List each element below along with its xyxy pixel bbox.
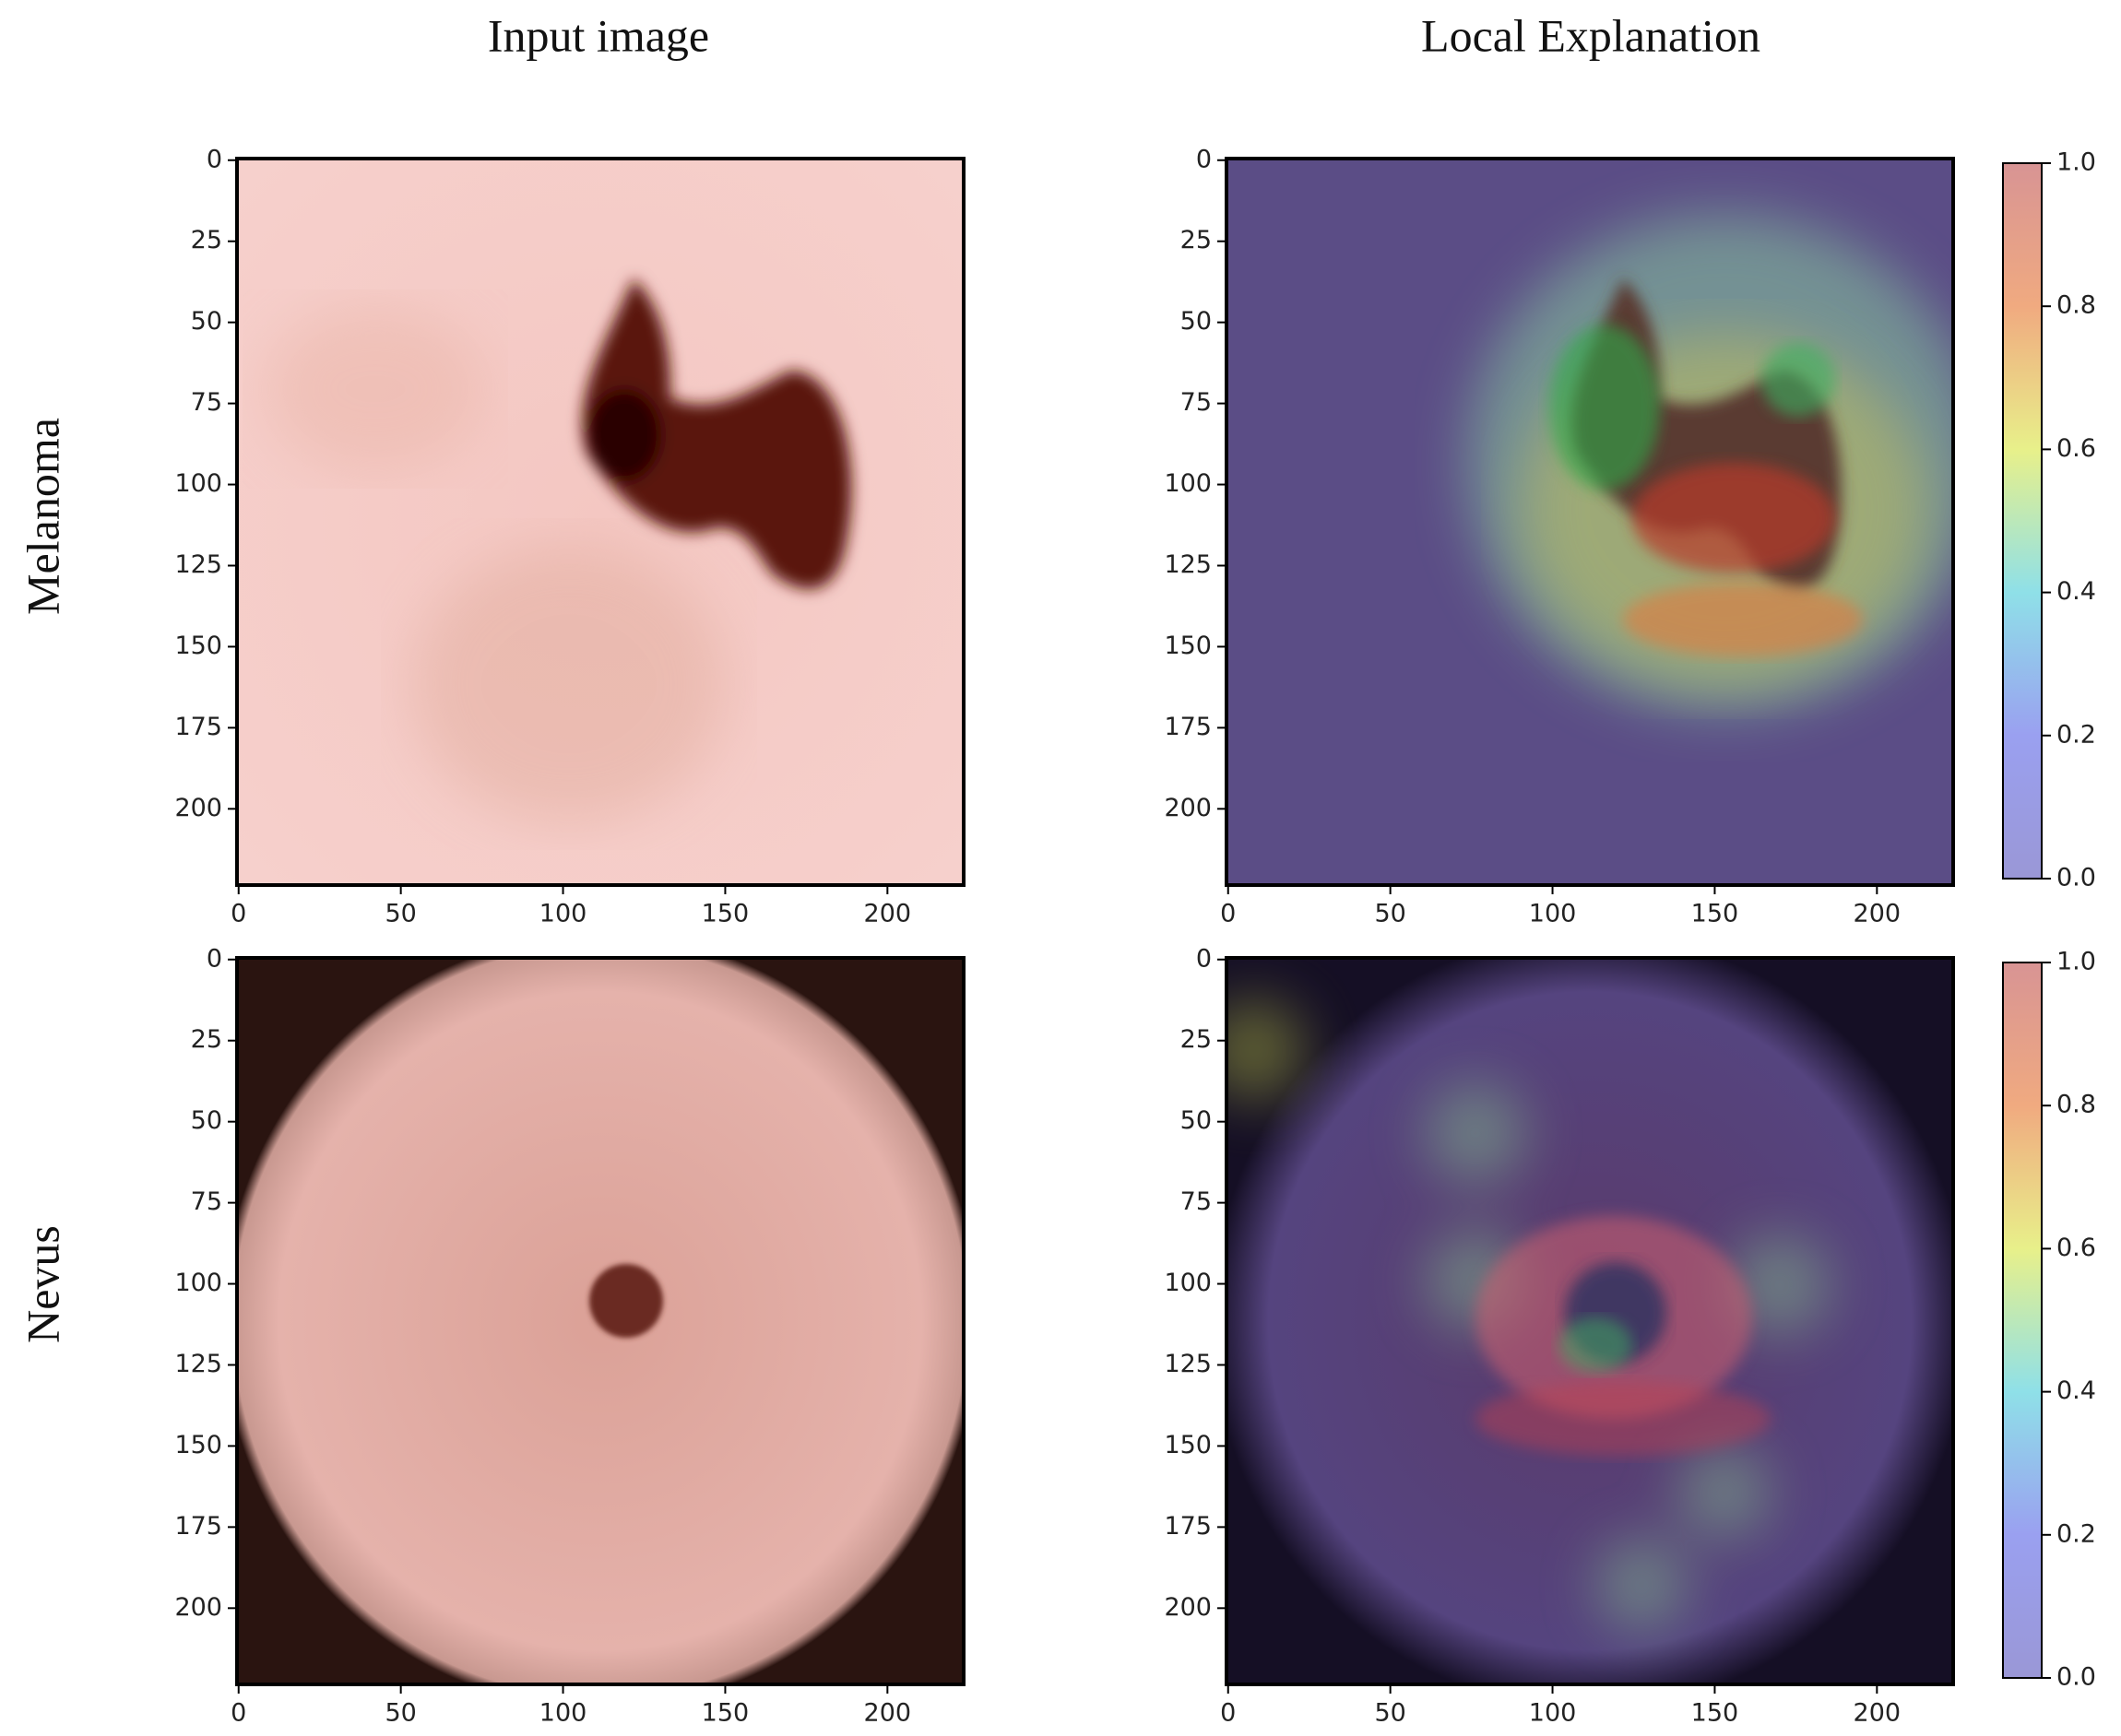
- explanation-image: [1226, 958, 1953, 1684]
- y-tick-label: 125: [174, 550, 222, 579]
- y-tick-label: 75: [1180, 1187, 1212, 1216]
- axes-frame: [235, 157, 966, 887]
- x-tick-label: 200: [864, 1699, 912, 1728]
- x-tick-label: 0: [1220, 1699, 1236, 1728]
- colorbar-tick-label: 1.0: [2056, 948, 2096, 976]
- colorbar-tick-label: 1.0: [2056, 148, 2096, 177]
- x-tick-label: 0: [1220, 900, 1236, 928]
- x-tick-label: 100: [1529, 900, 1577, 928]
- y-tick-label: 175: [174, 1512, 222, 1541]
- y-tick-label: 200: [174, 794, 222, 822]
- y-tick-label: 150: [174, 1431, 222, 1459]
- y-tick-label: 100: [1164, 469, 1212, 498]
- y-tick-label: 50: [1180, 1106, 1212, 1135]
- y-tick-label: 125: [1164, 550, 1212, 579]
- y-tick-label: 25: [191, 226, 222, 254]
- y-tick-label: 0: [1196, 944, 1212, 973]
- y-tick-label: 100: [174, 1269, 222, 1297]
- column-title: Local Explanation: [1421, 9, 1760, 61]
- y-tick-label: 50: [191, 1106, 222, 1135]
- y-tick-label: 200: [174, 1593, 222, 1622]
- x-tick-label: 50: [1374, 1699, 1405, 1728]
- y-tick-label: 200: [1164, 794, 1212, 822]
- x-tick-label: 0: [231, 900, 246, 928]
- y-tick-label: 0: [207, 944, 222, 973]
- y-tick-label: 125: [1164, 1350, 1212, 1378]
- y-tick-label: 100: [1164, 1269, 1212, 1297]
- colorbar-tick-label: 0.8: [2056, 1091, 2096, 1119]
- y-tick-label: 200: [1164, 1593, 1212, 1622]
- explanation-image: [1226, 159, 1953, 885]
- y-tick-label: 175: [174, 713, 222, 741]
- colorbar-tick-label: 0.4: [2056, 1376, 2096, 1405]
- x-tick-label: 150: [1691, 900, 1739, 928]
- colorbar: [2002, 962, 2043, 1679]
- y-tick-label: 0: [207, 145, 222, 173]
- column-title: Input image: [488, 9, 709, 61]
- colorbar-tick-label: 0.6: [2056, 434, 2096, 463]
- x-tick-label: 200: [1854, 900, 1902, 928]
- y-tick-label: 50: [1180, 307, 1212, 336]
- x-tick-label: 100: [539, 1699, 587, 1728]
- y-tick-label: 25: [1180, 226, 1212, 254]
- input-image: [237, 958, 964, 1684]
- y-tick-label: 75: [191, 1187, 222, 1216]
- y-tick-label: 25: [191, 1025, 222, 1054]
- row-label: Melanoma: [17, 418, 68, 615]
- y-tick-label: 75: [191, 388, 222, 417]
- x-tick-label: 50: [385, 900, 416, 928]
- y-tick-label: 125: [174, 1350, 222, 1378]
- x-tick-label: 50: [1374, 900, 1405, 928]
- y-tick-label: 25: [1180, 1025, 1212, 1054]
- y-tick-label: 75: [1180, 388, 1212, 417]
- axes-frame: [1225, 956, 1955, 1686]
- x-tick-label: 200: [1854, 1699, 1902, 1728]
- y-tick-label: 150: [1164, 1431, 1212, 1459]
- y-tick-label: 175: [1164, 713, 1212, 741]
- y-tick-label: 150: [174, 632, 222, 660]
- colorbar-tick-label: 0.0: [2056, 1663, 2096, 1692]
- y-tick-label: 100: [174, 469, 222, 498]
- colorbar-tick-label: 0.2: [2056, 1519, 2096, 1548]
- axes-frame: [235, 956, 966, 1686]
- y-tick-label: 50: [191, 307, 222, 336]
- input-image: [237, 159, 964, 885]
- colorbar-tick-label: 0.8: [2056, 291, 2096, 320]
- colorbar: [2002, 162, 2043, 880]
- x-tick-label: 50: [385, 1699, 416, 1728]
- x-tick-label: 0: [231, 1699, 246, 1728]
- x-tick-label: 150: [702, 900, 750, 928]
- colorbar-tick-label: 0.6: [2056, 1234, 2096, 1262]
- colorbar-tick-label: 0.0: [2056, 864, 2096, 892]
- x-tick-label: 100: [1529, 1699, 1577, 1728]
- y-tick-label: 150: [1164, 632, 1212, 660]
- y-tick-label: 0: [1196, 145, 1212, 173]
- colorbar-tick-label: 0.2: [2056, 720, 2096, 749]
- y-tick-label: 175: [1164, 1512, 1212, 1541]
- colorbar-tick-label: 0.4: [2056, 577, 2096, 606]
- x-tick-label: 200: [864, 900, 912, 928]
- x-tick-label: 150: [702, 1699, 750, 1728]
- axes-frame: [1225, 157, 1955, 887]
- row-label: Nevus: [17, 1225, 68, 1343]
- x-tick-label: 150: [1691, 1699, 1739, 1728]
- x-tick-label: 100: [539, 900, 587, 928]
